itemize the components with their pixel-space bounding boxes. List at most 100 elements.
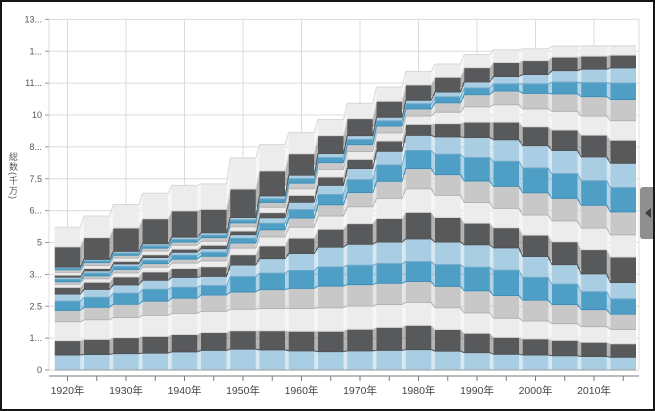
bar-segment[interactable] xyxy=(84,273,110,276)
bar-segment[interactable] xyxy=(230,264,256,277)
bar-segment[interactable] xyxy=(171,249,198,253)
bar-segment[interactable] xyxy=(201,248,227,253)
bar-segment[interactable] xyxy=(171,255,198,260)
bar-segment[interactable] xyxy=(405,212,432,239)
bar-segment[interactable] xyxy=(347,223,373,245)
bar-segment[interactable] xyxy=(464,181,490,203)
bar-segment[interactable] xyxy=(464,244,490,268)
bar-segment[interactable] xyxy=(552,284,578,305)
bar-segment[interactable] xyxy=(288,202,315,210)
bar-segment[interactable] xyxy=(405,71,432,85)
bar-segment[interactable] xyxy=(405,135,432,151)
bar-segment[interactable] xyxy=(464,223,490,245)
bar-segment[interactable] xyxy=(610,357,637,370)
bar-segment[interactable] xyxy=(581,291,607,310)
bar-segment[interactable] xyxy=(522,214,549,236)
bar-segment[interactable] xyxy=(552,220,578,242)
bar-segment[interactable] xyxy=(464,67,490,82)
bar-segment[interactable] xyxy=(581,69,607,83)
bar-segment[interactable] xyxy=(376,132,403,142)
bar-segment[interactable] xyxy=(84,262,110,266)
bar-segment[interactable] xyxy=(522,145,549,169)
bar-segment[interactable] xyxy=(113,337,139,354)
bar-segment[interactable] xyxy=(201,276,227,286)
bar-segment[interactable] xyxy=(230,188,256,218)
bar-segment[interactable] xyxy=(171,351,198,370)
bar-segment[interactable] xyxy=(464,137,490,158)
bar-segment[interactable] xyxy=(552,111,578,131)
bar-segment[interactable] xyxy=(171,252,198,256)
bar-segment[interactable] xyxy=(288,132,315,154)
bar-segment[interactable] xyxy=(142,248,169,252)
bar-segment[interactable] xyxy=(171,268,198,278)
bar-segment[interactable] xyxy=(522,277,549,301)
bar-segment[interactable] xyxy=(201,209,227,233)
bar-segment[interactable] xyxy=(405,150,432,169)
bar-segment[interactable] xyxy=(522,321,549,339)
bar-segment[interactable] xyxy=(113,276,139,285)
bar-segment[interactable] xyxy=(318,176,344,186)
bar-segment[interactable] xyxy=(142,263,169,268)
bar-segment[interactable] xyxy=(318,157,344,163)
bar-segment[interactable] xyxy=(113,227,139,252)
bar-segment[interactable] xyxy=(347,350,373,370)
bar-segment[interactable] xyxy=(435,307,461,330)
bar-segment[interactable] xyxy=(493,91,520,105)
bar-segment[interactable] xyxy=(405,108,432,117)
bar-segment[interactable] xyxy=(435,286,461,308)
bar-segment[interactable] xyxy=(113,284,139,294)
bar-segment[interactable] xyxy=(522,126,549,146)
bar-segment[interactable] xyxy=(522,235,549,257)
bar-segment[interactable] xyxy=(581,342,607,357)
bar-segment[interactable] xyxy=(142,271,169,281)
bar-segment[interactable] xyxy=(318,169,344,177)
bar-segment[interactable] xyxy=(259,195,286,199)
bar-segment[interactable] xyxy=(464,352,490,370)
bar-segment[interactable] xyxy=(84,297,110,308)
bar-segment[interactable] xyxy=(113,353,139,370)
bar-segment[interactable] xyxy=(522,108,549,127)
bar-segment[interactable] xyxy=(288,209,315,219)
bar-segment[interactable] xyxy=(493,208,520,228)
bar-segment[interactable] xyxy=(84,319,110,340)
bar-segment[interactable] xyxy=(347,159,373,169)
bar-segment[interactable] xyxy=(493,295,520,319)
bar-segment[interactable] xyxy=(435,329,461,352)
bar-segment[interactable] xyxy=(288,183,315,189)
bar-segment[interactable] xyxy=(54,266,81,269)
bar-segment[interactable] xyxy=(464,290,490,313)
bar-segment[interactable] xyxy=(84,289,110,298)
bar-segment[interactable] xyxy=(522,74,549,84)
bar-segment[interactable] xyxy=(318,194,344,205)
bar-segment[interactable] xyxy=(435,112,461,124)
bar-segment[interactable] xyxy=(84,259,110,261)
bar-segment[interactable] xyxy=(201,311,227,333)
bar-segment[interactable] xyxy=(318,135,344,154)
bar-segment[interactable] xyxy=(259,144,286,171)
bar-segment[interactable] xyxy=(54,301,81,311)
bar-segment[interactable] xyxy=(581,326,607,343)
bar-segment[interactable] xyxy=(610,55,637,68)
bar-segment[interactable] xyxy=(171,185,198,211)
bar-segment[interactable] xyxy=(610,314,637,330)
bar-segment[interactable] xyxy=(405,103,432,109)
bar-segment[interactable] xyxy=(581,135,607,157)
bar-segment[interactable] xyxy=(552,198,578,221)
bar-segment[interactable] xyxy=(610,298,637,315)
bar-segment[interactable] xyxy=(54,281,81,285)
bar-segment[interactable] xyxy=(259,202,286,208)
bar-segment[interactable] xyxy=(230,238,256,244)
bar-segment[interactable] xyxy=(230,276,256,292)
bar-segment[interactable] xyxy=(201,241,227,246)
bar-segment[interactable] xyxy=(54,279,81,282)
bar-segment[interactable] xyxy=(142,289,169,302)
bar-segment[interactable] xyxy=(610,99,637,121)
bar-segment[interactable] xyxy=(54,269,81,273)
bar-segment[interactable] xyxy=(201,295,227,312)
bar-segment[interactable] xyxy=(552,70,578,83)
bar-segment[interactable] xyxy=(54,310,81,322)
bar-segment[interactable] xyxy=(201,260,227,267)
bar-segment[interactable] xyxy=(230,309,256,331)
bar-segment[interactable] xyxy=(230,234,256,239)
bar-segment[interactable] xyxy=(347,151,373,160)
